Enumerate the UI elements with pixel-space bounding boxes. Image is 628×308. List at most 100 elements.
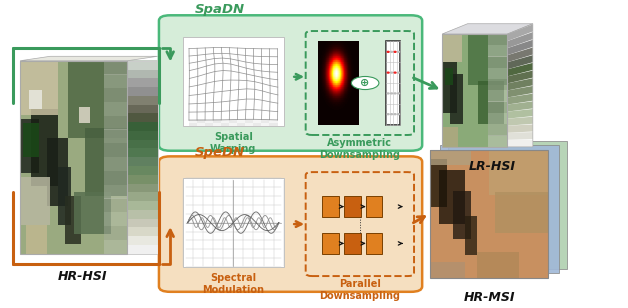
FancyBboxPatch shape [306, 172, 414, 276]
Bar [488, 79, 507, 91]
Bar [442, 34, 462, 62]
Bar [430, 150, 471, 165]
Polygon shape [507, 40, 533, 55]
Bar [104, 157, 127, 171]
Bar [430, 159, 448, 207]
Bar [20, 119, 40, 173]
Bar [465, 216, 477, 255]
Bar [477, 252, 519, 278]
Text: Asymmetric
Downsampling: Asymmetric Downsampling [320, 138, 401, 160]
Bar [189, 123, 197, 126]
Polygon shape [20, 56, 158, 61]
Bar [253, 119, 261, 123]
Bar [344, 233, 360, 253]
Polygon shape [507, 124, 533, 133]
Bar [430, 150, 548, 278]
Bar [127, 183, 158, 192]
Polygon shape [507, 24, 533, 41]
Bar [448, 141, 567, 269]
Bar [229, 123, 237, 126]
Bar [205, 119, 213, 123]
Polygon shape [507, 132, 533, 140]
Bar [127, 60, 158, 70]
Bar [183, 178, 284, 267]
Bar [213, 119, 221, 123]
Circle shape [394, 72, 396, 73]
Polygon shape [507, 140, 533, 147]
Circle shape [387, 93, 389, 94]
Bar [20, 61, 127, 254]
Bar [488, 67, 507, 79]
Circle shape [387, 51, 389, 52]
Bar [489, 150, 548, 195]
Circle shape [398, 51, 399, 52]
Bar [488, 34, 507, 45]
Bar [365, 233, 382, 253]
Polygon shape [442, 24, 533, 34]
FancyBboxPatch shape [159, 15, 422, 151]
Bar [440, 145, 559, 273]
Bar [442, 34, 507, 147]
Bar [104, 129, 127, 144]
Bar [442, 62, 457, 113]
Bar [261, 119, 269, 123]
Circle shape [391, 72, 392, 73]
Circle shape [398, 93, 399, 94]
Bar [442, 127, 458, 147]
Bar [197, 123, 205, 126]
Bar [183, 37, 284, 126]
Text: Spatial
Warping: Spatial Warping [210, 132, 256, 154]
Bar [453, 191, 471, 239]
Bar [127, 174, 158, 184]
Polygon shape [507, 86, 533, 98]
Circle shape [394, 93, 396, 94]
Polygon shape [507, 78, 533, 91]
Bar [229, 119, 237, 123]
Circle shape [387, 114, 389, 115]
Bar [104, 212, 127, 226]
Bar [488, 45, 507, 57]
Bar [495, 192, 548, 233]
Bar [127, 236, 158, 245]
Bar [237, 123, 246, 126]
Bar [442, 34, 507, 147]
Bar [127, 209, 158, 219]
Bar [430, 150, 548, 278]
Text: ⊕: ⊕ [360, 78, 370, 88]
Bar [445, 68, 453, 85]
Bar [322, 233, 339, 253]
Bar [127, 95, 158, 105]
Bar [104, 74, 127, 88]
Bar [488, 124, 507, 136]
Bar [104, 143, 127, 157]
Bar [58, 167, 70, 225]
Bar [127, 69, 158, 78]
Bar [488, 101, 507, 113]
Bar [261, 123, 269, 126]
Bar [85, 128, 127, 196]
Bar [104, 102, 127, 116]
Bar [127, 87, 158, 96]
Bar [127, 227, 158, 236]
Bar [488, 113, 507, 124]
Bar [104, 226, 127, 240]
Bar [104, 184, 127, 199]
Bar [344, 197, 360, 217]
Bar [221, 119, 229, 123]
Bar [104, 88, 127, 102]
Bar [488, 90, 507, 102]
Text: HR-HSI: HR-HSI [57, 270, 107, 283]
Text: HR-MSI: HR-MSI [463, 291, 515, 304]
Circle shape [391, 51, 392, 52]
Circle shape [398, 114, 399, 115]
Bar [253, 123, 261, 126]
Text: LR-HSI: LR-HSI [468, 160, 516, 173]
Bar [127, 148, 158, 157]
Polygon shape [507, 63, 533, 76]
Circle shape [391, 114, 392, 115]
Bar [386, 42, 400, 125]
Text: Spectral
Modulation: Spectral Modulation [202, 273, 264, 295]
Bar [213, 123, 221, 126]
Bar [79, 107, 90, 123]
Bar [20, 61, 58, 115]
